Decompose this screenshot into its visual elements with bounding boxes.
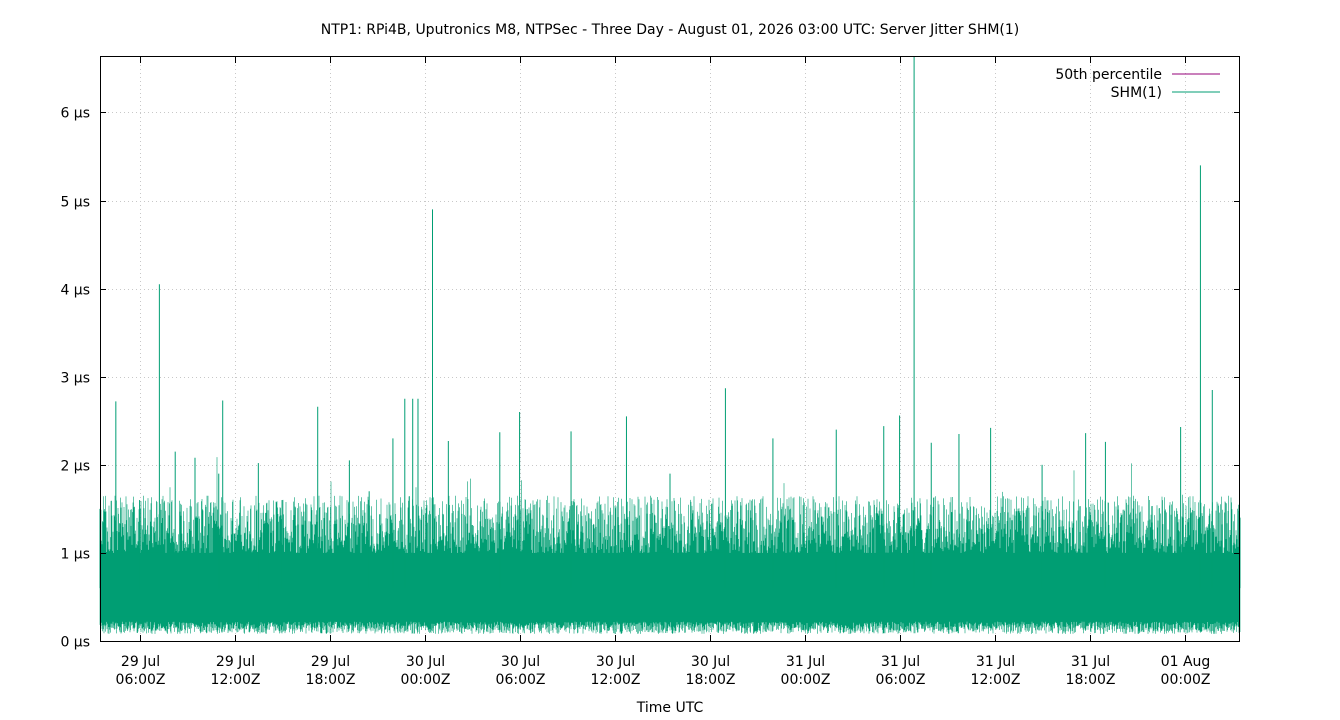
x-tick-label-time: 06:00Z xyxy=(496,672,546,688)
x-tick-label-time: 00:00Z xyxy=(401,672,451,688)
y-tick-label: 3 µs xyxy=(60,371,90,387)
plot-frame xyxy=(100,56,1240,642)
x-tick-label-date: 31 Jul xyxy=(881,654,920,670)
y-tick-label: 2 µs xyxy=(60,459,90,475)
x-tick-label-time: 00:00Z xyxy=(781,672,831,688)
x-tick-label-time: 06:00Z xyxy=(116,672,166,688)
legend-label: SHM(1) xyxy=(1111,85,1162,101)
x-tick-label-date: 29 Jul xyxy=(121,654,160,670)
x-tick-label-date: 29 Jul xyxy=(311,654,350,670)
x-tick-label-date: 01 Aug xyxy=(1161,654,1211,670)
x-tick-label-date: 31 Jul xyxy=(976,654,1015,670)
x-tick-label-date: 31 Jul xyxy=(786,654,825,670)
y-tick-label: 0 µs xyxy=(60,635,90,651)
x-tick-label-date: 29 Jul xyxy=(216,654,255,670)
x-tick-label-date: 30 Jul xyxy=(596,654,635,670)
x-tick-label-time: 06:00Z xyxy=(876,672,926,688)
grid xyxy=(100,57,1240,641)
y-tick-label: 4 µs xyxy=(60,283,90,299)
plot-area xyxy=(99,57,1241,634)
x-tick-label-time: 00:00Z xyxy=(1161,672,1211,688)
x-tick-label-date: 30 Jul xyxy=(501,654,540,670)
x-axis-label: Time UTC xyxy=(636,700,704,716)
y-tick-label: 1 µs xyxy=(60,547,90,563)
x-tick-label-date: 30 Jul xyxy=(691,654,730,670)
y-tick-label: 6 µs xyxy=(60,106,90,122)
x-tick-label-date: 31 Jul xyxy=(1071,654,1110,670)
x-tick-label-date: 30 Jul xyxy=(406,654,445,670)
y-axis: 0 µs 1 µs 2 µs 3 µs 4 µs 5 µs 6 µs xyxy=(60,106,1240,651)
x-tick-label-time: 18:00Z xyxy=(306,672,356,688)
x-tick-label-time: 12:00Z xyxy=(591,672,641,688)
x-tick-label-time: 12:00Z xyxy=(971,672,1021,688)
x-axis: 29 Jul 06:00Z 29 Jul 12:00Z 29 Jul 18:00Z 30 J… xyxy=(116,57,1211,688)
chart-title: NTP1: RPi4B, Uputronics M8, NTPSec - Thr… xyxy=(321,22,1020,38)
legend: 50th percentile SHM(1) xyxy=(1055,67,1220,101)
legend-label: 50th percentile xyxy=(1055,67,1162,83)
y-tick-label: 5 µs xyxy=(60,195,90,211)
x-tick-label-time: 18:00Z xyxy=(686,672,736,688)
x-tick-label-time: 18:00Z xyxy=(1066,672,1116,688)
x-tick-label-time: 12:00Z xyxy=(211,672,261,688)
